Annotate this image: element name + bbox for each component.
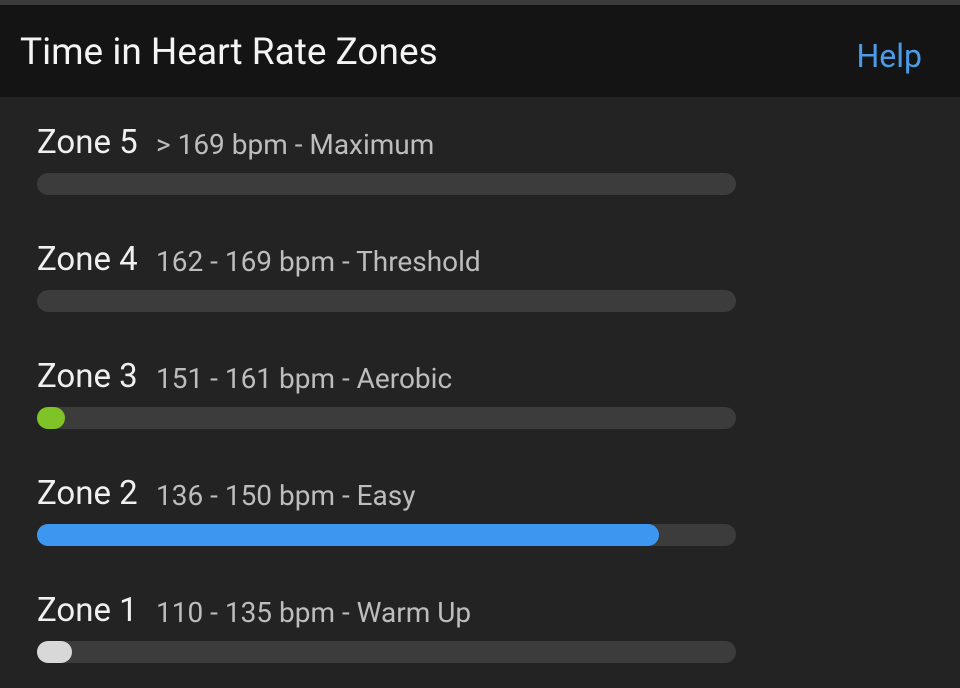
zone-range: 162 - 169 bpm - Threshold [156, 245, 481, 278]
zone-name: Zone 4 [37, 240, 138, 279]
bar [37, 641, 72, 663]
bar [37, 407, 65, 429]
zone-name: Zone 2 [37, 474, 138, 513]
bar-track [37, 173, 736, 195]
zone-name: Zone 5 [37, 123, 138, 162]
zone-name: Zone 3 [37, 357, 138, 396]
title: Time in Heart Rate Zones [20, 31, 438, 74]
zone-range: 110 - 135 bpm - Warm Up [156, 596, 472, 629]
bar-track [37, 407, 736, 429]
bar-track [37, 641, 736, 663]
top-border [0, 0, 960, 5]
zone-range: 151 - 161 bpm - Aerobic [156, 362, 453, 395]
zone-range: 136 - 150 bpm - Easy [156, 479, 416, 512]
bar-track [37, 524, 736, 546]
help-link[interactable]: Help [856, 37, 922, 75]
bar-track [37, 290, 736, 312]
zone-range: > 169 bpm - Maximum [156, 128, 435, 161]
zone-name: Zone 1 [37, 591, 138, 630]
header: Time in Heart Rate Zones Help [0, 5, 960, 97]
bar [37, 524, 660, 546]
